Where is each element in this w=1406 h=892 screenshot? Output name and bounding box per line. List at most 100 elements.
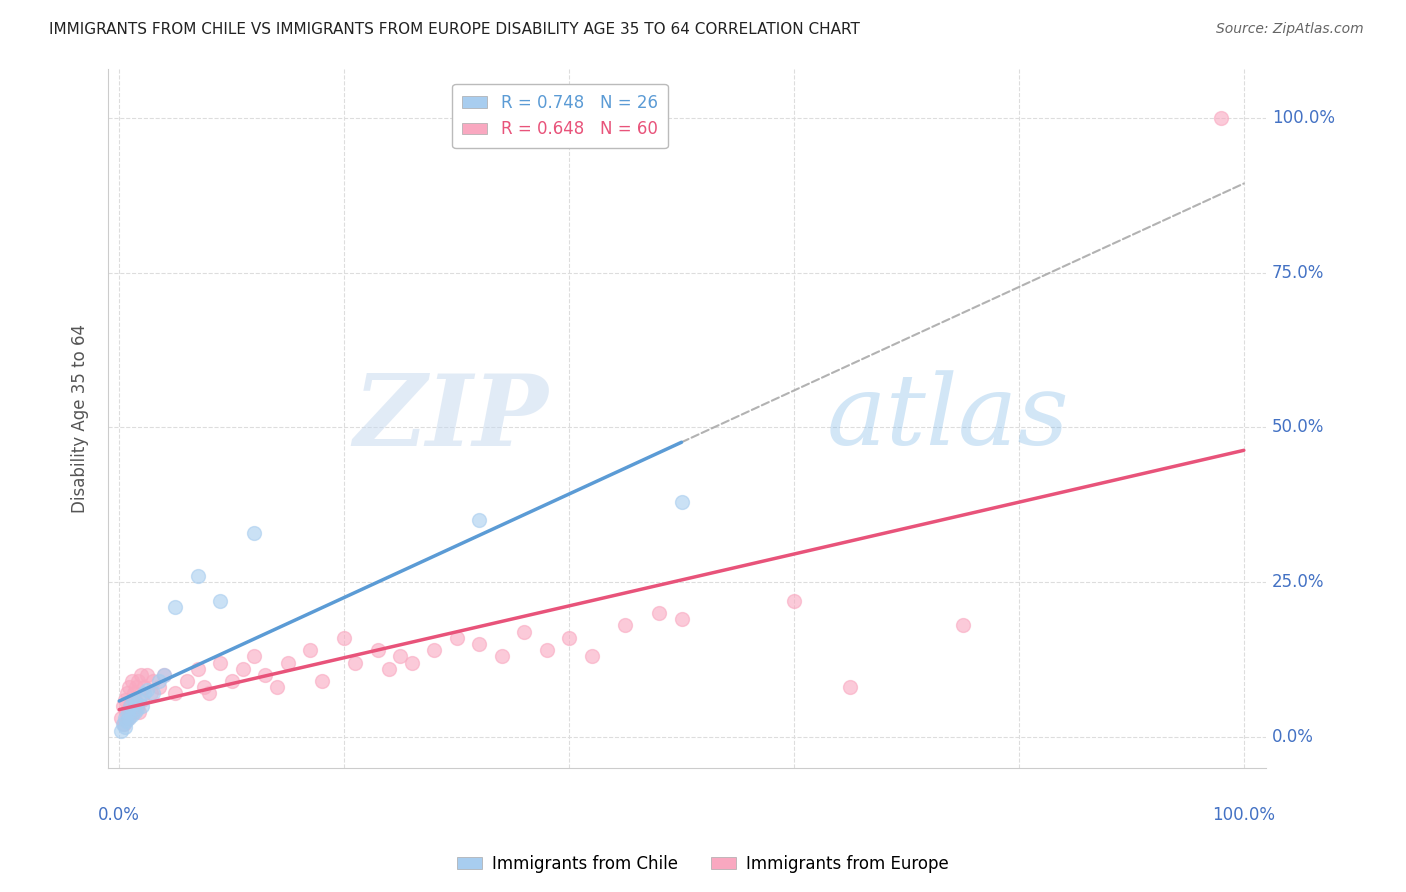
Point <box>142 674 165 689</box>
Point <box>132 680 155 694</box>
Y-axis label: Disability Age 35 to 64: Disability Age 35 to 64 <box>72 324 89 513</box>
Point <box>277 656 299 670</box>
Point <box>118 680 141 694</box>
Point <box>581 649 603 664</box>
Point <box>254 668 277 682</box>
Point <box>111 717 134 731</box>
Point <box>266 680 288 694</box>
Point <box>243 525 266 540</box>
Point <box>139 686 162 700</box>
Point <box>401 656 423 670</box>
Point <box>122 686 145 700</box>
Point <box>115 686 138 700</box>
Legend: R = 0.748   N = 26, R = 0.648   N = 60: R = 0.748 N = 26, R = 0.648 N = 60 <box>453 84 668 148</box>
Point <box>114 711 136 725</box>
Text: ZIP: ZIP <box>353 370 548 467</box>
Point <box>311 674 333 689</box>
Point <box>187 662 209 676</box>
Point <box>389 649 412 664</box>
Text: 75.0%: 75.0% <box>1272 264 1324 282</box>
Point <box>839 680 862 694</box>
Point <box>558 631 581 645</box>
Point <box>128 705 150 719</box>
Point <box>344 656 367 670</box>
Legend: Immigrants from Chile, Immigrants from Europe: Immigrants from Chile, Immigrants from E… <box>450 848 956 880</box>
Point <box>120 698 142 713</box>
Point <box>952 618 974 632</box>
Point <box>491 649 513 664</box>
Point <box>127 674 149 689</box>
Point <box>299 643 322 657</box>
Point <box>446 631 468 645</box>
Point <box>209 656 232 670</box>
Point <box>115 714 138 729</box>
Point <box>114 721 136 735</box>
Text: Source: ZipAtlas.com: Source: ZipAtlas.com <box>1216 22 1364 37</box>
Point <box>131 698 153 713</box>
Point <box>648 606 671 620</box>
Point <box>614 618 637 632</box>
Point <box>117 711 139 725</box>
Text: 100.0%: 100.0% <box>1212 806 1275 824</box>
Point <box>121 674 143 689</box>
Point <box>367 643 389 657</box>
Point <box>110 723 132 738</box>
Point <box>187 569 209 583</box>
Point <box>378 662 401 676</box>
Point <box>136 668 159 682</box>
Point <box>115 705 138 719</box>
Point <box>536 643 558 657</box>
Text: IMMIGRANTS FROM CHILE VS IMMIGRANTS FROM EUROPE DISABILITY AGE 35 TO 64 CORRELAT: IMMIGRANTS FROM CHILE VS IMMIGRANTS FROM… <box>49 22 860 37</box>
Point <box>468 637 491 651</box>
Point <box>120 698 142 713</box>
Point <box>783 593 806 607</box>
Point <box>176 674 198 689</box>
Point <box>121 708 143 723</box>
Point <box>193 680 215 694</box>
Point <box>136 683 159 698</box>
Point <box>671 612 693 626</box>
Point <box>513 624 536 639</box>
Point <box>198 686 221 700</box>
Point <box>209 593 232 607</box>
Point <box>121 692 143 706</box>
Text: 0.0%: 0.0% <box>1272 728 1315 746</box>
Point <box>148 674 170 689</box>
Point <box>127 698 149 713</box>
Point <box>232 662 254 676</box>
Point <box>153 668 176 682</box>
Point <box>165 599 187 614</box>
Text: 100.0%: 100.0% <box>1272 109 1336 127</box>
Text: 50.0%: 50.0% <box>1272 418 1324 436</box>
Point <box>112 717 135 731</box>
Point <box>124 692 146 706</box>
Point <box>153 668 176 682</box>
Point <box>468 513 491 527</box>
Point <box>671 494 693 508</box>
Point <box>118 711 141 725</box>
Point <box>423 643 446 657</box>
Point <box>125 696 148 710</box>
Point <box>243 649 266 664</box>
Point <box>121 705 143 719</box>
Point <box>129 668 152 682</box>
Point <box>124 705 146 719</box>
Point <box>127 702 149 716</box>
Point <box>132 686 155 700</box>
Point <box>1211 111 1233 125</box>
Point <box>117 705 139 719</box>
Point <box>110 711 132 725</box>
Point <box>128 692 150 706</box>
Text: atlas: atlas <box>827 370 1069 466</box>
Point <box>125 680 148 694</box>
Point <box>114 692 136 706</box>
Point <box>142 686 165 700</box>
Point <box>148 680 170 694</box>
Point <box>111 698 134 713</box>
Point <box>131 692 153 706</box>
Point <box>333 631 356 645</box>
Point <box>221 674 243 689</box>
Text: 25.0%: 25.0% <box>1272 573 1324 591</box>
Text: 0.0%: 0.0% <box>98 806 141 824</box>
Point <box>165 686 187 700</box>
